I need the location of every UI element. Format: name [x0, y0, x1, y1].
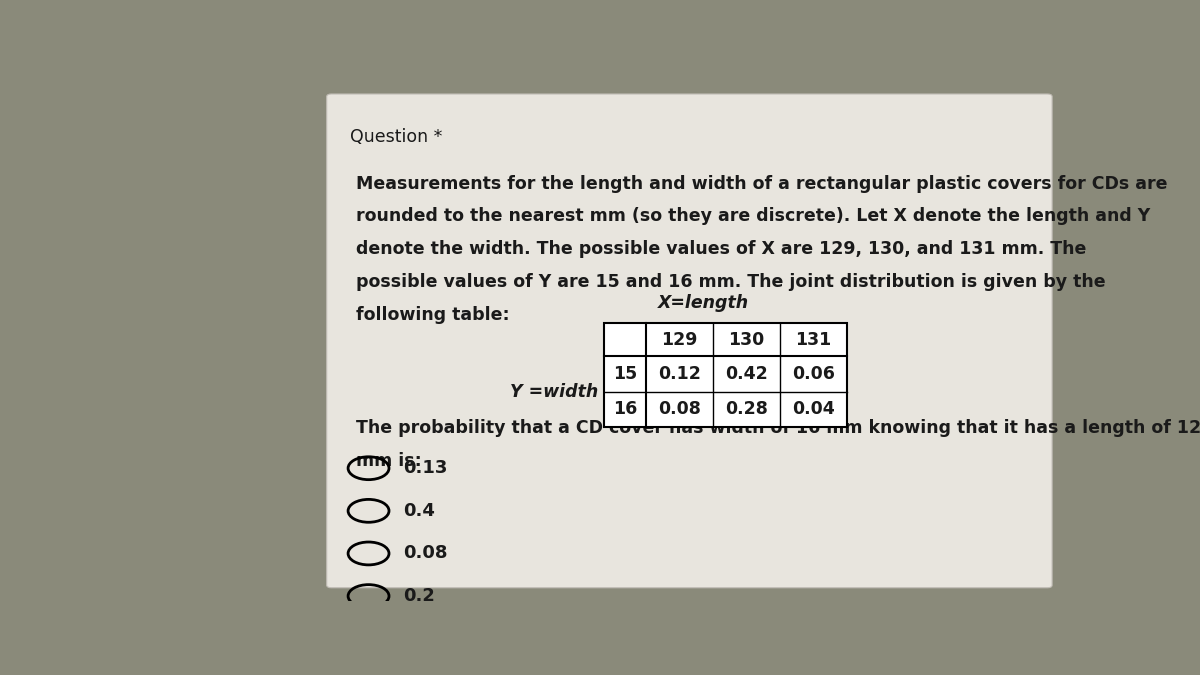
- Text: 130: 130: [728, 331, 764, 348]
- Text: The probability that a CD cover has width of 16 mm knowing that it has a length : The probability that a CD cover has widt…: [356, 418, 1200, 437]
- Text: 15: 15: [613, 365, 637, 383]
- Text: following table:: following table:: [356, 306, 510, 323]
- Text: 0.12: 0.12: [658, 365, 701, 383]
- Text: 0.13: 0.13: [403, 459, 448, 477]
- Text: Measurements for the length and width of a rectangular plastic covers for CDs ar: Measurements for the length and width of…: [356, 175, 1168, 192]
- Bar: [604, 323, 846, 427]
- Text: rounded to the nearest mm (so they are discrete). Let X denote the length and Y: rounded to the nearest mm (so they are d…: [356, 207, 1151, 225]
- Text: 0.04: 0.04: [792, 400, 834, 418]
- Text: Question *: Question *: [350, 128, 443, 146]
- Text: 0.28: 0.28: [725, 400, 768, 418]
- Text: 0.4: 0.4: [403, 502, 434, 520]
- Text: denote the width. The possible values of X are 129, 130, and 131 mm. The: denote the width. The possible values of…: [356, 240, 1087, 258]
- Text: 131: 131: [794, 331, 832, 348]
- FancyBboxPatch shape: [326, 94, 1052, 588]
- Text: 0.2: 0.2: [403, 587, 434, 605]
- Text: 0.06: 0.06: [792, 365, 834, 383]
- Text: X=length: X=length: [658, 294, 749, 313]
- Text: Y =width: Y =width: [510, 383, 599, 401]
- Text: 0.08: 0.08: [658, 400, 701, 418]
- Text: 0.42: 0.42: [725, 365, 768, 383]
- Text: 16: 16: [613, 400, 637, 418]
- Text: 129: 129: [661, 331, 697, 348]
- Text: mm is:: mm is:: [356, 452, 422, 470]
- Text: possible values of Y are 15 and 16 mm. The joint distribution is given by the: possible values of Y are 15 and 16 mm. T…: [356, 273, 1106, 291]
- Text: 0.08: 0.08: [403, 545, 448, 562]
